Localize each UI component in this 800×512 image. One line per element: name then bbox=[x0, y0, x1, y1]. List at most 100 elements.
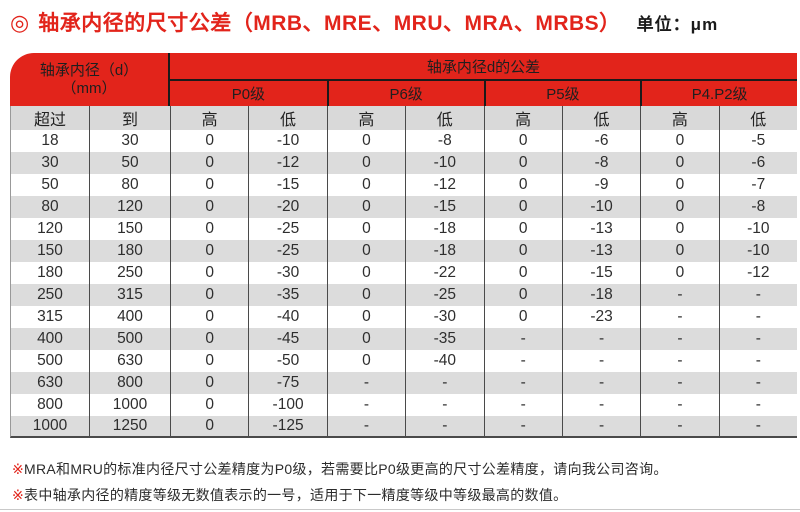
cell: - bbox=[561, 394, 641, 416]
cell: 800 bbox=[89, 372, 170, 394]
cell: -50 bbox=[248, 350, 327, 372]
cell: - bbox=[561, 416, 641, 438]
table-row: 180 250 0 -30 0 -22 0 -15 0 -12 bbox=[10, 262, 797, 284]
cell: -8 bbox=[405, 130, 484, 152]
sub-header-low: 低 bbox=[405, 106, 484, 130]
grade-header-p0: P0级 bbox=[170, 81, 327, 106]
cell: 0 bbox=[326, 218, 406, 240]
cell: 0 bbox=[483, 306, 562, 328]
cell: - bbox=[718, 416, 797, 438]
cell: 1000 bbox=[10, 416, 89, 438]
cell: 630 bbox=[89, 350, 170, 372]
table-row: 50 80 0 -15 0 -12 0 -9 0 -7 bbox=[10, 174, 797, 196]
sub-header-to: 到 bbox=[89, 106, 170, 130]
cell: -7 bbox=[718, 174, 797, 196]
cell: 400 bbox=[89, 306, 170, 328]
sub-header-low: 低 bbox=[718, 106, 797, 130]
cell: 0 bbox=[326, 306, 406, 328]
cell: -10 bbox=[718, 218, 797, 240]
cell: 0 bbox=[170, 284, 249, 306]
cell: 0 bbox=[170, 196, 249, 218]
cell: 250 bbox=[89, 262, 170, 284]
cell: 0 bbox=[170, 152, 249, 174]
cell: 0 bbox=[170, 306, 249, 328]
cell: 18 bbox=[10, 130, 89, 152]
cell: - bbox=[718, 328, 797, 350]
table-row: 500 630 0 -50 0 -40- - - - bbox=[10, 350, 797, 372]
cell: -12 bbox=[718, 262, 797, 284]
table-row: 800 1000 0 -100- - - - - - bbox=[10, 394, 797, 416]
table-row: 400 500 0 -45 0 -35- - - - bbox=[10, 328, 797, 350]
table-header: 轴承内径（d） （mm） 轴承内径d的公差 P0级 P6级 P5级 P4.P2级… bbox=[10, 53, 797, 130]
sub-header-low: 低 bbox=[561, 106, 641, 130]
cell: 0 bbox=[326, 284, 406, 306]
page-title: 轴承内径的尺寸公差（MRB、MRE、MRU、MRA、MRBS） bbox=[38, 12, 621, 35]
cell: 0 bbox=[326, 152, 406, 174]
cell: -18 bbox=[405, 218, 484, 240]
cell: - bbox=[640, 372, 719, 394]
cell: - bbox=[405, 394, 484, 416]
sub-header-high: 高 bbox=[170, 106, 249, 130]
cell: 30 bbox=[89, 130, 170, 152]
cell: -5 bbox=[718, 130, 797, 152]
cell: 1250 bbox=[89, 416, 170, 438]
cell: 315 bbox=[10, 306, 89, 328]
cell: 0 bbox=[170, 372, 249, 394]
table-row: 150 180 0 -25 0 -18 0 -13 0 -10 bbox=[10, 240, 797, 262]
cell: -8 bbox=[718, 196, 797, 218]
cell: 180 bbox=[10, 262, 89, 284]
cell: -10 bbox=[248, 130, 327, 152]
cell: 0 bbox=[483, 174, 562, 196]
cell: 0 bbox=[640, 130, 719, 152]
cell: 80 bbox=[10, 196, 89, 218]
cell: -13 bbox=[561, 218, 641, 240]
cell: 0 bbox=[483, 284, 562, 306]
cell: -125 bbox=[248, 416, 327, 438]
cell: 0 bbox=[326, 240, 406, 262]
cell: -40 bbox=[248, 306, 327, 328]
cell: 250 bbox=[10, 284, 89, 306]
cell: 500 bbox=[89, 328, 170, 350]
tolerance-title-cell: 轴承内径d的公差 bbox=[170, 53, 797, 81]
cell: 0 bbox=[640, 196, 719, 218]
cell: 500 bbox=[10, 350, 89, 372]
cell: 0 bbox=[170, 328, 249, 350]
cell: -35 bbox=[248, 284, 327, 306]
cell: -25 bbox=[248, 218, 327, 240]
cell: - bbox=[326, 416, 406, 438]
unit-label: 单位：μm bbox=[636, 15, 719, 34]
sub-header-low: 低 bbox=[248, 106, 327, 130]
cell: -10 bbox=[561, 196, 641, 218]
cell: 0 bbox=[483, 196, 562, 218]
cell: 0 bbox=[640, 240, 719, 262]
cell: 0 bbox=[640, 218, 719, 240]
cell: 0 bbox=[326, 130, 406, 152]
cell: 150 bbox=[10, 240, 89, 262]
grade-header-p4p2: P4.P2级 bbox=[640, 81, 797, 106]
table-row: 120 150 0 -25 0 -18 0 -13 0 -10 bbox=[10, 218, 797, 240]
cell: 0 bbox=[170, 262, 249, 284]
reference-mark-icon: ※ bbox=[12, 461, 25, 477]
cell: -12 bbox=[405, 174, 484, 196]
cell: 0 bbox=[640, 262, 719, 284]
cell: - bbox=[718, 394, 797, 416]
cell: 0 bbox=[483, 240, 562, 262]
cell: - bbox=[405, 416, 484, 438]
cell: - bbox=[640, 306, 719, 328]
cell: 0 bbox=[483, 152, 562, 174]
cell: 630 bbox=[10, 372, 89, 394]
cell: 0 bbox=[640, 174, 719, 196]
cell: -10 bbox=[718, 240, 797, 262]
cell: 0 bbox=[326, 196, 406, 218]
cell: 0 bbox=[326, 350, 406, 372]
sub-header-high: 高 bbox=[483, 106, 562, 130]
table-row: 80 120 0 -20 0 -15 0 -10 0 -8 bbox=[10, 196, 797, 218]
cell: 0 bbox=[326, 174, 406, 196]
cell: - bbox=[640, 328, 719, 350]
cell: - bbox=[483, 372, 562, 394]
footnote-1: ※MRA和MRU的标准内径尺寸公差精度为P0级，若需要比P0级更高的尺寸公差精度… bbox=[12, 456, 790, 482]
cell: - bbox=[483, 394, 562, 416]
cell: 0 bbox=[326, 262, 406, 284]
cell: - bbox=[718, 284, 797, 306]
